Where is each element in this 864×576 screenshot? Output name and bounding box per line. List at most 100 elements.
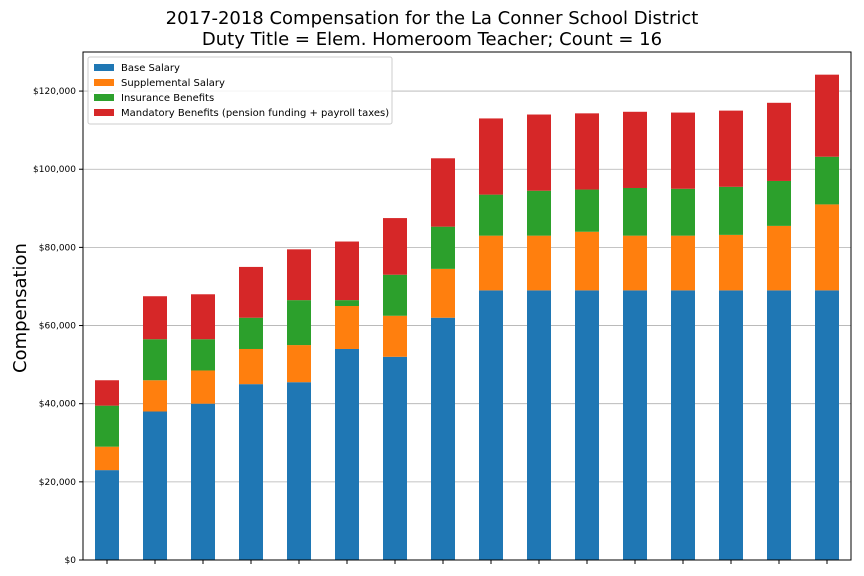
bar-segment-2: [479, 235, 503, 291]
bar-segment-4: [719, 110, 743, 187]
bar-segment-1: [431, 317, 455, 560]
legend-label: Mandatory Benefits (pension funding + pa…: [121, 108, 389, 119]
bar-segment-1: [143, 411, 167, 560]
bar-segment-4: [383, 218, 407, 275]
legend-label: Insurance Benefits: [121, 93, 214, 104]
legend-swatch: [94, 94, 114, 101]
legend-box: [87, 56, 393, 125]
bar-segment-1: [383, 356, 407, 560]
bar-stack: [671, 112, 695, 560]
y-tick-label: $100,000: [33, 165, 76, 175]
bar-segment-3: [431, 226, 455, 269]
bar-segment-3: [383, 274, 407, 316]
bar-segment-4: [95, 380, 119, 406]
bar-segment-1: [815, 290, 839, 560]
bar-segment-1: [671, 290, 695, 560]
bar-segment-1: [335, 348, 359, 560]
bar-stack: [335, 241, 359, 560]
bar-stack: [95, 380, 119, 560]
bar-segment-1: [479, 290, 503, 560]
y-tick-label: $120,000: [33, 87, 76, 97]
bar-segment-1: [623, 290, 647, 560]
bar-segment-3: [191, 339, 215, 371]
bar-segment-3: [767, 180, 791, 226]
bar-segment-3: [671, 188, 695, 236]
bar-stack: [239, 266, 263, 560]
title-line-2: Duty Title = Elem. Homeroom Teacher; Cou…: [201, 29, 663, 50]
bar-segment-4: [287, 249, 311, 301]
bar-segment-4: [815, 74, 839, 157]
bar-segment-1: [191, 403, 215, 560]
bar-segment-2: [767, 225, 791, 291]
bar-stack: [815, 74, 839, 560]
bar-segment-3: [479, 194, 503, 236]
bar-segment-4: [527, 114, 551, 191]
bar-stack: [623, 111, 647, 560]
bar-segment-2: [671, 235, 695, 291]
bar-stack: [191, 294, 215, 560]
bar-segment-2: [143, 380, 167, 412]
bar-segment-1: [719, 290, 743, 560]
bar-segment-3: [143, 339, 167, 381]
bar-segment-4: [479, 118, 503, 195]
bar-segment-1: [527, 290, 551, 560]
bar-segment-4: [143, 296, 167, 340]
bar-segment-3: [239, 317, 263, 349]
bar-segment-3: [575, 189, 599, 232]
bar-segment-2: [287, 345, 311, 383]
bar-segment-4: [239, 266, 263, 318]
bar-segment-2: [95, 446, 119, 471]
bar-segment-3: [95, 405, 119, 447]
bar-segment-2: [335, 306, 359, 349]
bar-stack: [143, 296, 167, 560]
bar-segment-4: [767, 102, 791, 181]
chart-title: 2017-2018 Compensation for the La Conner…: [0, 8, 864, 50]
bar-segment-2: [383, 315, 407, 357]
bar-segment-2: [815, 204, 839, 291]
legend: Base Salary Supplemental Salary Insurance …: [87, 56, 393, 125]
legend-swatch: [94, 79, 114, 86]
bar-segment-1: [287, 382, 311, 560]
bar-segment-4: [191, 294, 215, 340]
bar-stack: [767, 102, 791, 560]
bar-segment-3: [287, 300, 311, 346]
bar-segment-1: [239, 384, 263, 560]
bar-segment-3: [719, 186, 743, 235]
bar-segment-2: [239, 348, 263, 385]
bar-stack: [575, 113, 599, 560]
bar-segment-3: [335, 300, 359, 306]
bar-stack: [383, 218, 407, 560]
x-axis: [106, 560, 828, 564]
y-axis: $0 $20,000 $40,000 $60,000 $80,000 $100,000 $1…: [33, 87, 83, 566]
bar-segment-2: [575, 231, 599, 291]
bars: [95, 74, 839, 560]
y-axis-label: Compensation: [10, 243, 31, 373]
y-tick-label: $80,000: [39, 243, 76, 253]
y-tick-label: $0: [65, 556, 77, 566]
title-line-1: 2017-2018 Compensation for the La Conner…: [165, 8, 699, 29]
legend-label: Supplemental Salary: [121, 78, 225, 89]
bar-segment-1: [95, 470, 119, 560]
legend-label: Base Salary: [121, 63, 180, 74]
y-tick-label: $60,000: [39, 322, 76, 332]
bar-stack: [719, 110, 743, 560]
legend-swatch: [94, 64, 114, 71]
bar-segment-1: [767, 290, 791, 560]
bar-segment-4: [671, 112, 695, 189]
bar-stack: [527, 114, 551, 560]
bar-segment-2: [719, 234, 743, 291]
bar-segment-2: [623, 235, 647, 291]
bar-segment-3: [527, 190, 551, 236]
bar-segment-4: [575, 113, 599, 190]
y-tick-label: $40,000: [39, 400, 76, 410]
bar-segment-4: [431, 158, 455, 227]
bar-segment-2: [527, 235, 551, 291]
y-tick-label: $20,000: [39, 478, 76, 488]
bar-segment-4: [623, 111, 647, 188]
legend-swatch: [94, 109, 114, 116]
bar-segment-3: [815, 156, 839, 205]
bar-stack: [431, 158, 455, 560]
bar-segment-2: [431, 268, 455, 318]
bar-segment-3: [623, 187, 647, 236]
